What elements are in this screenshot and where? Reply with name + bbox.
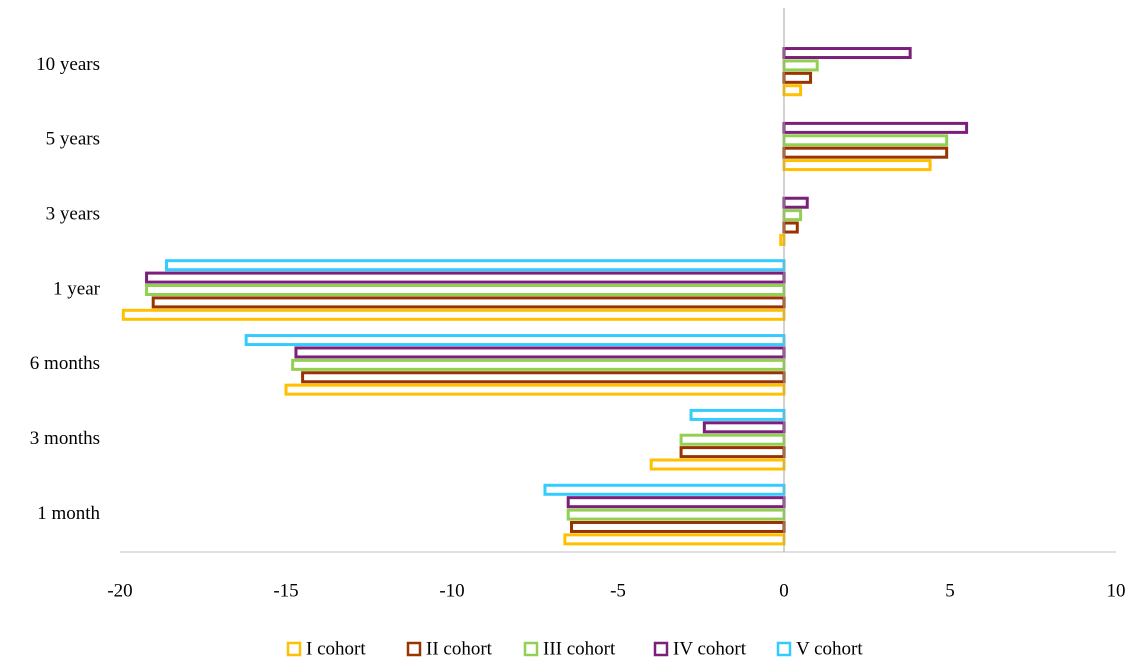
bar (702, 421, 786, 434)
bar (145, 271, 786, 284)
legend-swatch (406, 641, 422, 657)
bar (164, 259, 786, 272)
x-tick-label: 10 (1107, 580, 1126, 601)
y-tick-label: 3 years (46, 204, 100, 225)
bar (689, 408, 786, 421)
legend-swatch (286, 641, 302, 657)
legend-label: IV cohort (673, 638, 747, 659)
x-tick-label: -5 (610, 580, 626, 601)
bar (782, 146, 949, 159)
bar (244, 334, 786, 347)
x-tick-label: -10 (439, 580, 464, 601)
x-tick-label: -15 (273, 580, 298, 601)
bar (566, 496, 786, 509)
bar (151, 296, 786, 309)
y-tick-label: 1 year (53, 278, 101, 299)
legend-label: V cohort (796, 638, 863, 659)
bar (782, 71, 813, 84)
bar (782, 47, 912, 60)
bar (782, 209, 803, 222)
y-tick-label: 3 months (30, 428, 100, 449)
bar (782, 159, 932, 172)
bar (649, 458, 786, 471)
legend-label: II cohort (426, 638, 493, 659)
x-tick-label: -20 (107, 580, 132, 601)
x-tick-label: 0 (779, 580, 789, 601)
bar (679, 446, 786, 459)
y-tick-label: 6 months (30, 353, 100, 374)
bar (301, 371, 786, 384)
bar (782, 221, 799, 234)
bar (782, 134, 949, 147)
legend-label: III cohort (543, 638, 616, 659)
bar (291, 358, 786, 371)
legend-swatch (776, 641, 792, 657)
bar (121, 308, 786, 321)
bar (679, 433, 786, 446)
y-tick-label: 10 years (36, 54, 100, 75)
legend-label: I cohort (306, 638, 366, 659)
legend-swatch (653, 641, 669, 657)
x-tick-label: 5 (945, 580, 955, 601)
bar (284, 383, 786, 396)
legend-swatch (523, 641, 539, 657)
bar (782, 84, 803, 97)
bar (145, 284, 786, 296)
bar (566, 508, 786, 521)
y-tick-label: 1 month (37, 503, 100, 524)
bar (782, 196, 809, 209)
bar (543, 483, 786, 496)
bar (782, 121, 969, 134)
bar (570, 520, 786, 533)
bar (782, 59, 819, 72)
y-tick-label: 5 years (46, 129, 100, 150)
bar (563, 533, 786, 546)
bar (294, 346, 786, 359)
